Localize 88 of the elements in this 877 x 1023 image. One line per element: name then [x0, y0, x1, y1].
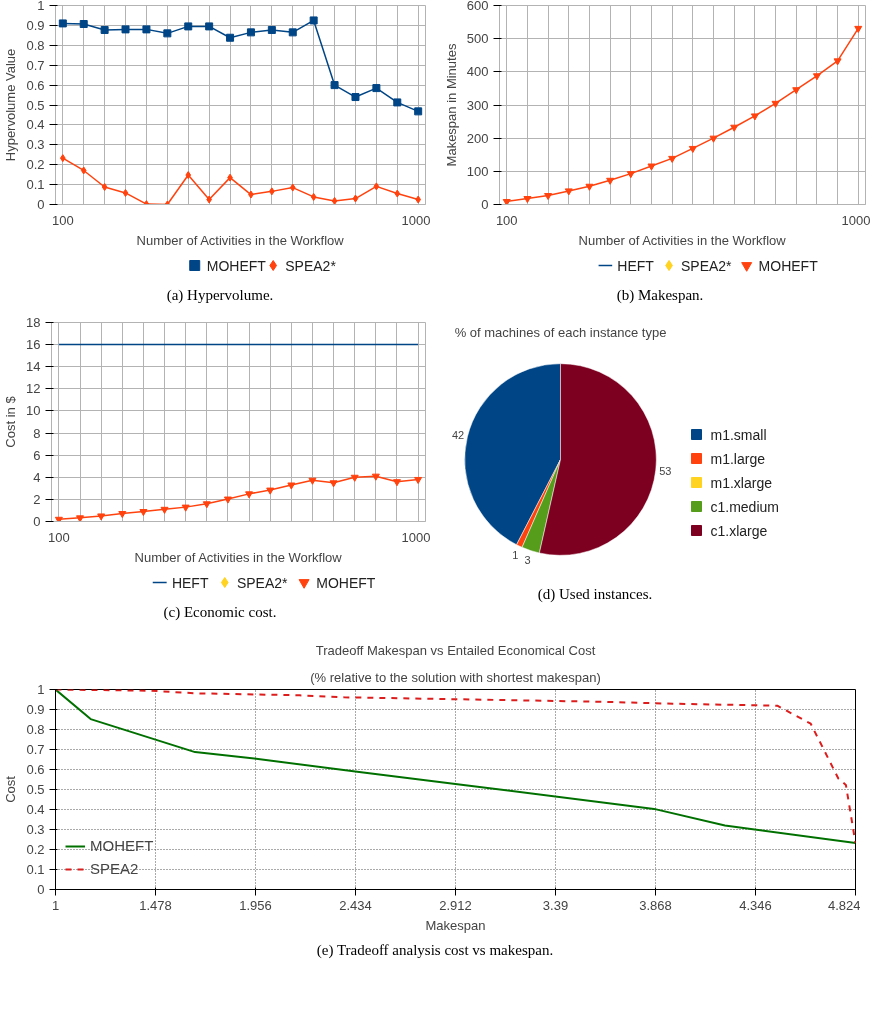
x-axis-title: Number of Activities in the Workflow	[578, 232, 787, 248]
x-axis-title: Makespan	[425, 917, 486, 933]
y-tick-label: 0.4	[26, 117, 45, 133]
y-tick-label: 12	[26, 381, 41, 397]
x-axis-title: Number of Activities in the Workflow	[134, 549, 343, 565]
y-tick-label: 0.5	[26, 781, 45, 797]
text: (e) Tradeoff analysis cost vs makespan.	[316, 940, 554, 960]
y-tick-label: 2	[33, 492, 41, 508]
y-tick-label: 0.7	[26, 57, 45, 73]
x-tick-label: 100	[51, 212, 74, 228]
legend-label: SPEA2*	[680, 257, 733, 274]
chart-title: % of machines of each instance type	[454, 324, 667, 340]
x-tick-label: 4.824	[827, 897, 861, 913]
y-tick-label: 300	[466, 97, 489, 113]
legend-label: c1.medium	[710, 498, 779, 515]
x-tick-label: 1.478	[139, 897, 172, 913]
y-tick-label: 0.8	[26, 37, 45, 53]
y-tick-label: 1	[37, 0, 45, 13]
data-label: 1	[512, 549, 519, 562]
y-tick-label: 0	[481, 197, 489, 212]
x-tick-label: 3.39	[542, 897, 569, 913]
y-tick-label: 14	[26, 359, 41, 375]
y-tick-label: 0.7	[26, 741, 45, 757]
y-tick-label: 0	[33, 514, 41, 530]
data-label: 3	[524, 554, 531, 567]
y-tick-label: 0.1	[26, 177, 45, 193]
y-tick-label: 16	[26, 337, 41, 353]
y-tick-label: 500	[466, 31, 489, 47]
y-tick-label: 4	[33, 470, 41, 486]
y-tick-label: 0.6	[26, 761, 45, 777]
data-label: 53	[659, 465, 672, 478]
text: (b) Makespan.	[616, 286, 704, 305]
legend-label: MOHEFT	[206, 257, 267, 274]
y-tick-label: 0	[37, 881, 45, 897]
legend-label: SPEA2*	[236, 574, 289, 591]
y-tick-label: 0.5	[26, 97, 45, 113]
legend-label: MOHEFT	[758, 257, 819, 274]
y-tick-label: 600	[466, 0, 489, 13]
y-axis-title: Cost in $	[3, 396, 19, 449]
text: (c) Economic cost.	[163, 603, 277, 623]
data-label: 42	[451, 429, 465, 442]
y-tick-label: 200	[466, 130, 489, 146]
y-tick-label: 0.6	[26, 77, 45, 93]
legend-label: MOHEFT	[316, 574, 376, 591]
y-tick-label: 100	[466, 163, 489, 179]
legend-label: c1.xlarge	[710, 522, 768, 539]
legend-label: MOHEFT	[90, 837, 154, 855]
y-tick-label: 0.1	[26, 861, 45, 877]
x-tick-label: 2.434	[339, 897, 372, 913]
chart-title: Tradeoff Makespan vs Entailed Economical Cost	[315, 642, 596, 658]
y-tick-label: 0.4	[26, 801, 45, 817]
text: (a) Hypervolume.	[166, 286, 274, 305]
legend-label: HEFT	[171, 574, 209, 591]
legend-label: SPEA2	[90, 860, 139, 878]
y-tick-label: 0.3	[26, 821, 45, 837]
y-tick-label: 0.8	[26, 721, 45, 737]
y-tick-label: 18	[26, 315, 41, 331]
x-tick-label: 1000	[401, 212, 431, 228]
legend-label: HEFT	[617, 257, 655, 274]
y-tick-label: 0.2	[26, 157, 45, 173]
x-tick-label: 4.346	[739, 897, 772, 913]
y-tick-label: 400	[466, 64, 489, 80]
x-tick-label: 1000	[841, 212, 871, 228]
x-tick-label: 1	[51, 897, 60, 913]
y-tick-label: 0.9	[26, 17, 45, 33]
x-tick-label: 1.956	[239, 897, 272, 913]
y-tick-label: 0.2	[26, 841, 45, 857]
y-tick-label: 6	[33, 448, 41, 464]
y-axis-title: Hypervolume Value	[3, 48, 19, 162]
y-tick-label: 0	[37, 197, 45, 212]
y-tick-label: 10	[26, 403, 41, 419]
y-tick-label: 0.9	[26, 701, 45, 717]
x-tick-label: 3.868	[639, 897, 672, 913]
chart-subtitle: (% relative to the solution with shortest makespan)	[310, 669, 601, 685]
y-tick-label: 8	[33, 425, 41, 441]
legend-label: SPEA2*	[285, 257, 337, 274]
y-axis-title: Cost	[3, 775, 19, 803]
x-tick-label: 100	[495, 212, 518, 228]
legend-label: m1.large	[710, 450, 766, 467]
legend-label: m1.xlarge	[710, 474, 773, 491]
x-tick-label: 1000	[401, 529, 431, 545]
y-tick-label: 0.3	[26, 137, 45, 153]
legend-label: m1.small	[710, 426, 767, 443]
y-tick-label: 1	[37, 681, 45, 697]
x-axis-title: Number of Activities in the Workflow	[136, 232, 345, 248]
x-tick-label: 2.912	[439, 897, 472, 913]
y-axis-title: Makespan in Minutes	[443, 43, 459, 167]
text: (d) Used instances.	[537, 585, 653, 605]
